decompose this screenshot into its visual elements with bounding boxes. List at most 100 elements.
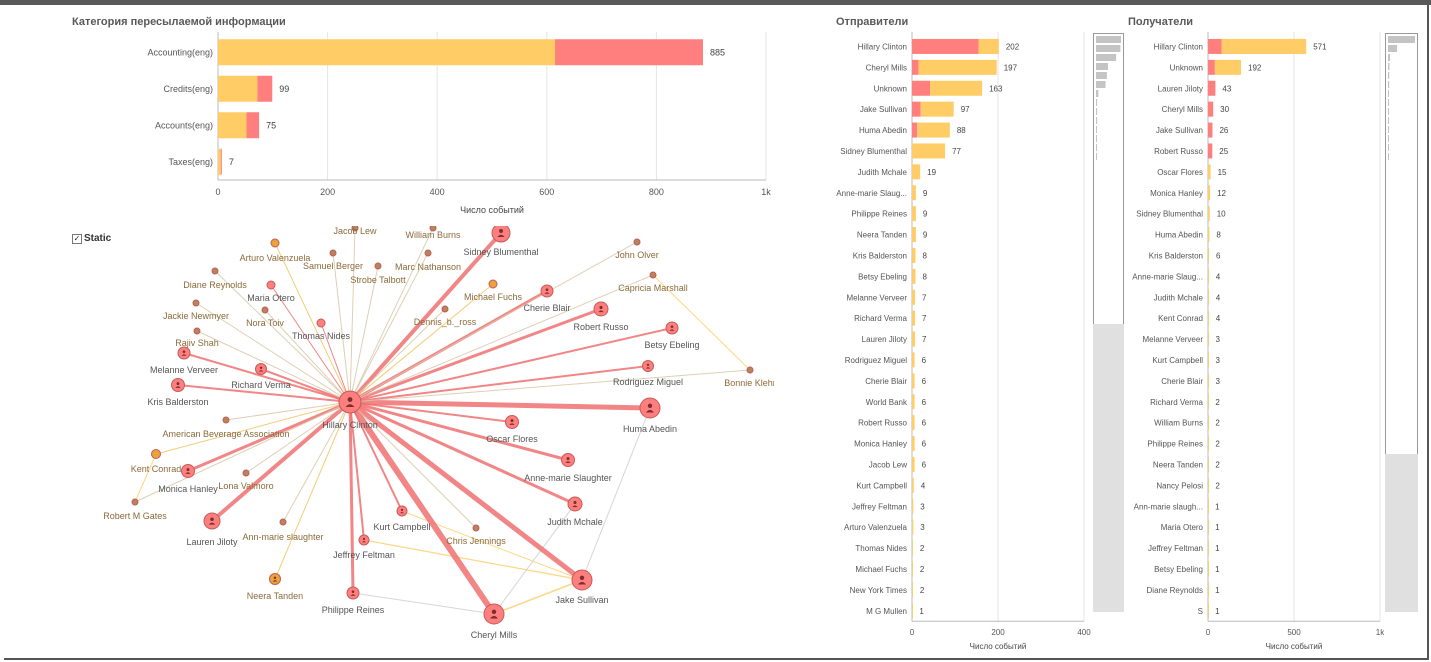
y-category-label[interactable]: World Bank: [866, 398, 908, 407]
network-node[interactable]: Judith Mchale: [547, 496, 603, 527]
bar-segment-yellow[interactable]: [912, 561, 913, 577]
receivers-scroll-track[interactable]: [1385, 454, 1418, 612]
y-category-label[interactable]: Cherie Blair: [865, 377, 907, 386]
checkbox-checked-icon[interactable]: ✓: [72, 233, 82, 244]
y-category-label[interactable]: Kurt Campbell: [856, 481, 907, 490]
node-circle[interactable]: [255, 363, 267, 375]
node-circle[interactable]: [488, 279, 498, 289]
network-node[interactable]: Philippe Reines: [322, 586, 385, 615]
bar-segment-yellow[interactable]: [1208, 456, 1209, 472]
bar-segment-yellow[interactable]: [218, 39, 556, 66]
y-category-label[interactable]: Kurt Campbell: [1152, 356, 1203, 365]
bar-segment-red[interactable]: [1208, 80, 1216, 96]
bar-segment-yellow[interactable]: [912, 185, 916, 201]
y-category-label[interactable]: Anne-marie Slaug...: [1132, 272, 1203, 281]
y-category-label[interactable]: Jacob Lew: [869, 460, 907, 469]
y-category-label[interactable]: Nancy Pelosi: [1156, 481, 1203, 490]
y-category-label[interactable]: Betsy Ebeling: [1154, 565, 1203, 574]
network-graph[interactable]: Cheryl Mills Jake Sullivan Huma Abedin Sidn…: [96, 226, 774, 656]
network-node[interactable]: Kris Balderston: [147, 378, 209, 408]
node-circle[interactable]: [746, 366, 754, 374]
node-circle[interactable]: [472, 524, 480, 532]
network-node[interactable]: Capricia Marshall: [618, 271, 688, 293]
network-node[interactable]: Sidney Blumenthal: [463, 226, 539, 257]
y-category-label[interactable]: Hillary Clinton: [858, 42, 907, 51]
network-node[interactable]: Marc Nathanson: [395, 249, 461, 272]
bar-segment-yellow[interactable]: [912, 289, 916, 305]
bar-segment-yellow[interactable]: [1208, 185, 1211, 201]
bar-segment-red[interactable]: [1208, 59, 1215, 75]
bar-segment-red[interactable]: [257, 75, 273, 102]
category-bar-chart[interactable]: 0 200 400 600 800 1k Число событий Accounting(e…: [60, 32, 780, 222]
y-category-label[interactable]: Melanne Verveer: [847, 293, 908, 302]
node-circle[interactable]: [266, 280, 276, 290]
bar-segment-red[interactable]: [912, 38, 979, 54]
bar-segment-yellow[interactable]: [912, 247, 916, 263]
y-category-label[interactable]: Unknown: [1170, 63, 1203, 72]
y-category-label[interactable]: Sidney Blumenthal: [840, 147, 907, 156]
y-category-label[interactable]: Arturo Valenzuela: [844, 523, 908, 532]
node-circle[interactable]: [279, 518, 287, 526]
y-category-label[interactable]: Accounting(eng): [147, 47, 213, 57]
y-category-label[interactable]: Taxes(eng): [168, 157, 213, 167]
network-node[interactable]: Jake Sullivan: [555, 569, 609, 605]
network-node[interactable]: Richard Verma: [231, 363, 291, 391]
y-category-label[interactable]: William Burns: [1154, 419, 1203, 428]
receivers-bar-chart[interactable]: 0 500 1k Число событий Hillary Clinton 571 Unk…: [1122, 32, 1384, 652]
bar-segment-red[interactable]: [912, 101, 921, 117]
network-node[interactable]: American Beverage Association: [162, 416, 290, 439]
network-node[interactable]: Nora Toiv: [246, 306, 284, 328]
bar-segment-yellow[interactable]: [1208, 436, 1209, 452]
bar-segment-yellow[interactable]: [978, 38, 999, 54]
y-category-label[interactable]: Hillary Clinton: [1154, 42, 1203, 51]
network-node[interactable]: Jackie Newmyer: [163, 299, 229, 321]
bar-segment-yellow[interactable]: [1208, 227, 1210, 243]
y-category-label[interactable]: Cheryl Mills: [1162, 105, 1203, 114]
y-category-label[interactable]: Jeffrey Feltman: [1148, 544, 1203, 553]
bar-segment-yellow[interactable]: [918, 59, 997, 75]
network-node[interactable]: Cheryl Mills: [471, 603, 518, 640]
bar-segment-yellow[interactable]: [912, 352, 915, 368]
network-node[interactable]: Lona Valmoro: [218, 469, 274, 491]
y-category-label[interactable]: Lauren Jiloty: [862, 335, 907, 344]
bar-segment-red[interactable]: [1208, 38, 1222, 54]
network-node[interactable]: John Olver: [615, 238, 659, 260]
y-category-label[interactable]: New York Times: [850, 586, 907, 595]
bar-segment-yellow[interactable]: [1208, 164, 1211, 180]
y-category-label[interactable]: S: [1198, 607, 1203, 616]
bar-segment-yellow[interactable]: [218, 75, 258, 102]
bar-segment-yellow[interactable]: [912, 373, 915, 389]
node-circle[interactable]: [374, 262, 382, 270]
node-circle[interactable]: [261, 306, 269, 314]
y-category-label[interactable]: Robert Russo: [858, 419, 907, 428]
network-node[interactable]: Ann-marie slaughter: [242, 518, 324, 542]
y-category-label[interactable]: Jake Sullivan: [860, 105, 907, 114]
bar-segment-yellow[interactable]: [1208, 498, 1209, 514]
network-node[interactable]: Lauren Jiloty: [186, 512, 238, 547]
y-category-label[interactable]: Melanne Verveer: [1143, 335, 1204, 344]
network-node[interactable]: Kurt Campbell: [373, 505, 431, 532]
bar-segment-yellow[interactable]: [1221, 38, 1307, 54]
node-circle[interactable]: [131, 498, 139, 506]
bar-segment-yellow[interactable]: [1208, 582, 1209, 598]
bar-segment-red[interactable]: [220, 148, 222, 175]
bar-segment-yellow[interactable]: [912, 331, 916, 347]
bar-segment-red[interactable]: [912, 59, 919, 75]
bar-segment-yellow[interactable]: [912, 498, 914, 514]
y-category-label[interactable]: Kris Balderston: [853, 251, 907, 260]
bar-segment-red[interactable]: [912, 122, 918, 138]
network-node[interactable]: Samuel Berger: [303, 249, 363, 271]
bar-segment-yellow[interactable]: [1208, 415, 1209, 431]
bar-segment-yellow[interactable]: [912, 164, 921, 180]
y-category-label[interactable]: Richard Verma: [1150, 398, 1203, 407]
node-circle[interactable]: [593, 301, 609, 317]
bar-segment-yellow[interactable]: [1214, 59, 1242, 75]
network-node[interactable]: Rodriguez Miguel: [613, 360, 683, 388]
senders-bar-chart[interactable]: 0 200 400 Число событий Hillary Clinton 202 Ch…: [830, 32, 1092, 652]
y-category-label[interactable]: Rodriguez Miguel: [845, 356, 907, 365]
bar-segment-yellow[interactable]: [912, 540, 913, 556]
bar-segment-yellow[interactable]: [1208, 310, 1209, 326]
y-category-label[interactable]: Anne-marie Slaug...: [836, 189, 907, 198]
bar-segment-yellow[interactable]: [1208, 331, 1209, 347]
node-circle[interactable]: [491, 226, 511, 243]
